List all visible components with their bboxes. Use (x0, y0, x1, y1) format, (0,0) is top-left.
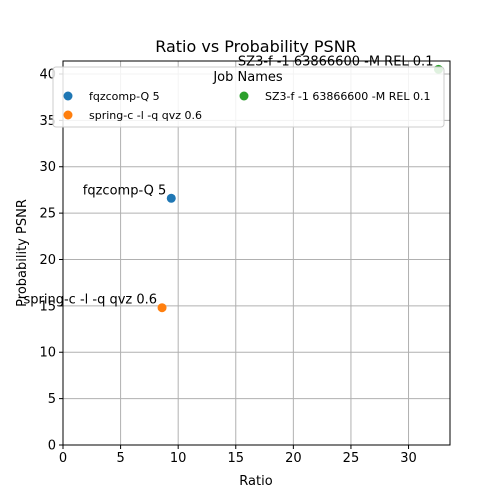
legend-label: fqzcomp-Q 5 (89, 90, 160, 103)
y-tick-label: 5 (48, 392, 56, 407)
data-point (166, 193, 176, 203)
legend-marker (63, 91, 73, 101)
legend-title: Job Names (212, 70, 283, 85)
y-axis-label: Probability PSNR (15, 199, 30, 307)
x-tick-label: 10 (170, 451, 187, 466)
y-tick-label: 25 (39, 207, 56, 222)
legend-marker (239, 91, 249, 101)
x-tick-label: 25 (343, 451, 360, 466)
y-tick-label: 20 (39, 253, 56, 268)
x-tick-label: 20 (285, 451, 302, 466)
y-tick-label: 35 (39, 114, 56, 129)
y-tick-label: 15 (39, 299, 56, 314)
legend-items: fqzcomp-Q 5 spring-c -l -q qvz 0.6 SZ3-f -… (63, 90, 430, 122)
chart-title: Ratio vs Probability PSNR (155, 37, 357, 56)
x-tick-label: 5 (116, 451, 124, 466)
y-tick-label: 0 (48, 439, 56, 454)
data-label: SZ3-f -1 63866600 -M REL 0.1 (238, 54, 434, 69)
y-tick-label: 30 (39, 160, 56, 175)
data-label: fqzcomp-Q 5 (83, 183, 166, 198)
legend-label: spring-c -l -q qvz 0.6 (89, 109, 202, 122)
data-label: spring-c -l -q qvz 0.6 (24, 293, 158, 308)
x-axis-label: Ratio (239, 474, 272, 489)
legend-label: SZ3-f -1 63866600 -M REL 0.1 (265, 90, 430, 103)
x-tick-label: 30 (400, 451, 417, 466)
legend-box (52, 66, 445, 128)
plot-frame (62, 60, 451, 446)
legend-marker (63, 110, 73, 120)
legend: Job Names fqzcomp-Q 5 spring-c -l -q qvz … (52, 66, 445, 128)
x-tick-label: 15 (227, 451, 244, 466)
y-tick-label: 10 (39, 346, 56, 361)
data-point (157, 303, 167, 313)
y-tick-label: 40 (39, 67, 56, 82)
data-labels: fqzcomp-Q 5 spring-c -l -q qvz 0.6 SZ3-f -… (24, 54, 434, 307)
axis-ticks: 0 5 10 15 20 25 30 0 5 10 15 20 25 30 35 40 (39, 67, 416, 466)
x-tick-label: 0 (59, 451, 67, 466)
